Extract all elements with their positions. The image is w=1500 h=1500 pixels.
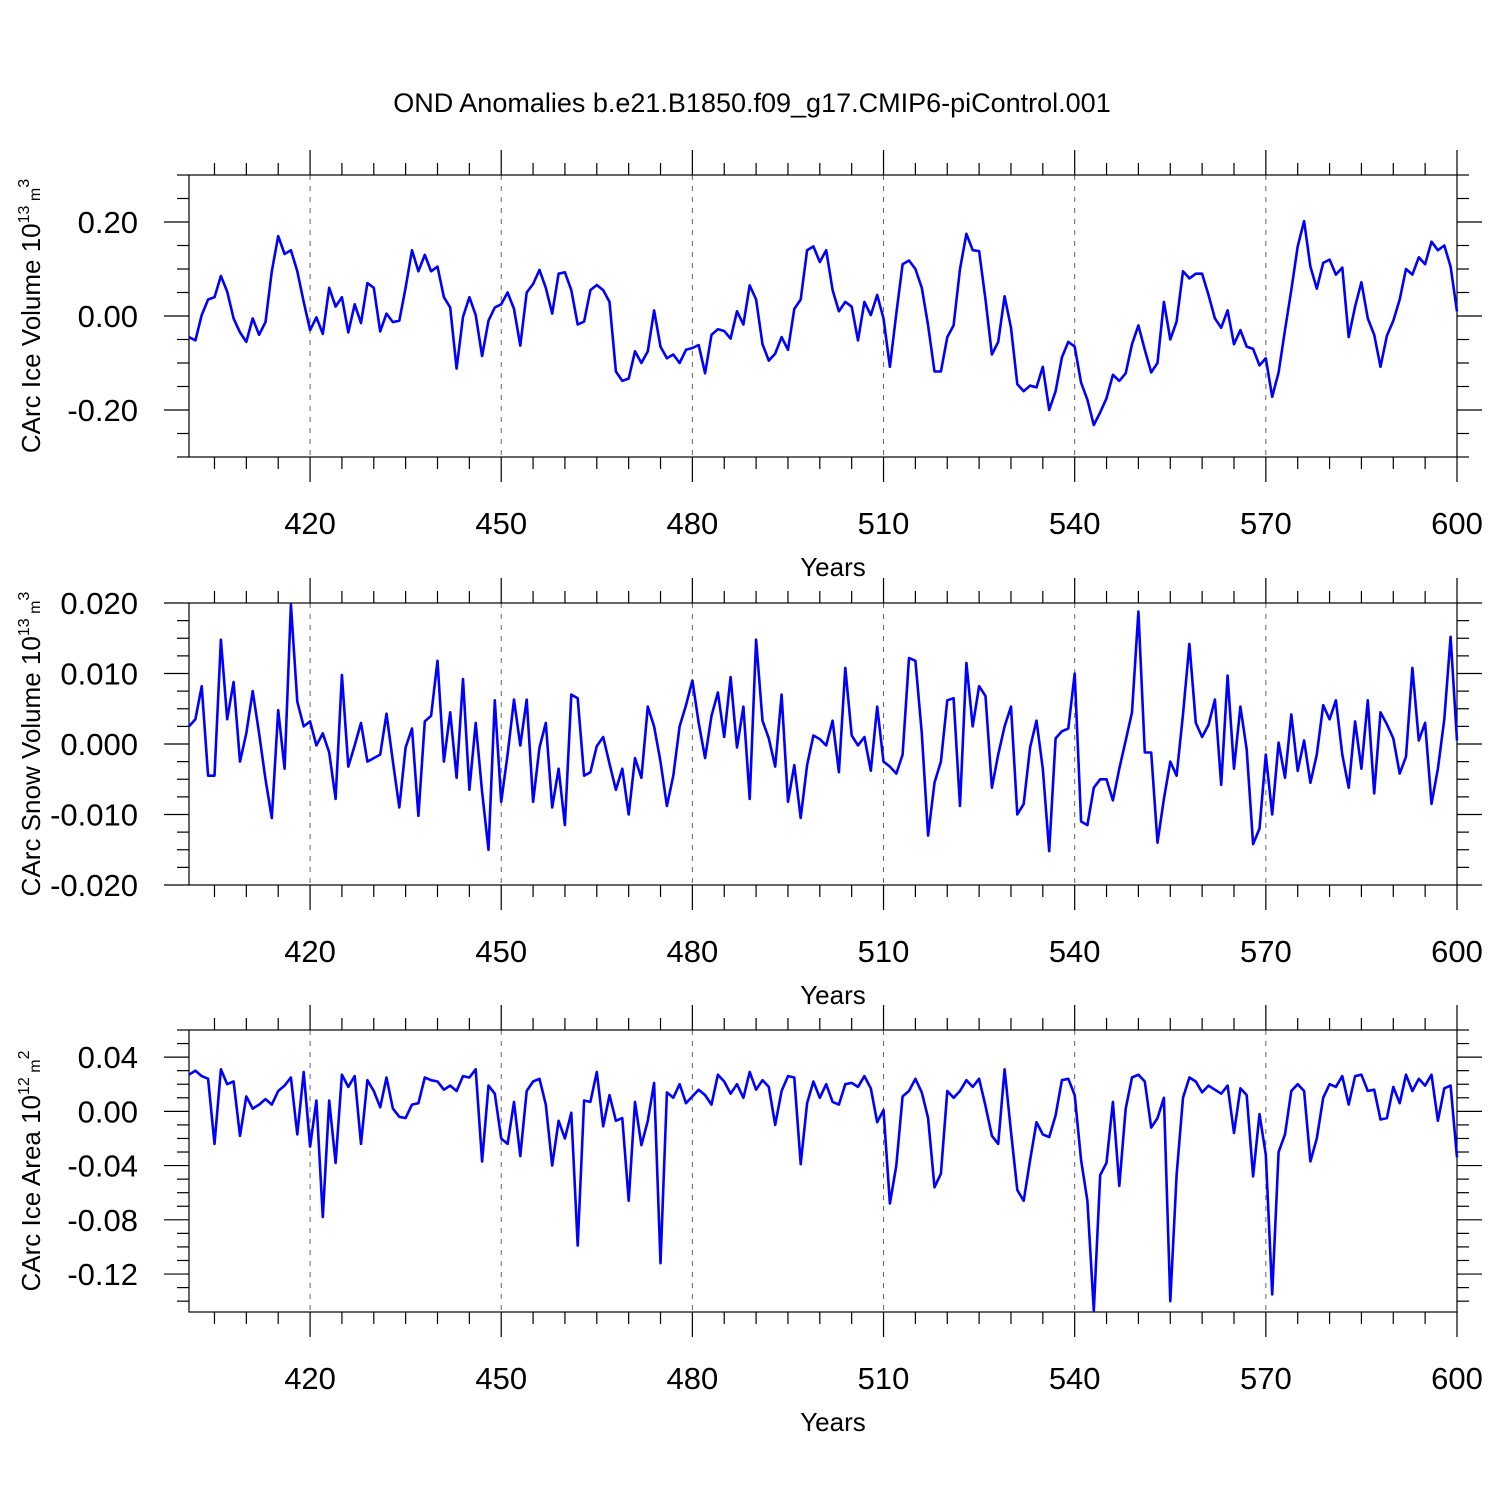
p0-series-line	[188, 219, 1459, 427]
p0-y-tick-label-1: 0.00	[78, 299, 138, 334]
p2-y-tick-label-3: 0.00	[78, 1094, 138, 1129]
panel-snow-volume: 420 450 480 510 540 570 600 -0.020 -0.010 0.000 0.…	[16, 578, 1483, 1010]
p2-x-tick-label-420: 420	[284, 1361, 336, 1396]
p1-y-tick-label-1: -0.010	[50, 798, 138, 833]
p0-x-tick-label-450: 450	[475, 506, 527, 541]
p1-y-tick-label-3: 0.010	[60, 657, 138, 692]
p2-x-tick-label-480: 480	[667, 1361, 719, 1396]
panel-ice-volume: 420 450 480 510 540 570 600 -0.20 0.00 0.20 Years C…	[16, 150, 1483, 582]
p2-y-tick-label-0: -0.12	[67, 1257, 138, 1292]
p1-x-tick-label-600: 600	[1431, 934, 1483, 969]
p1-x-tick-label-510: 510	[858, 934, 910, 969]
p1-y-tick-label-2: 0.000	[60, 727, 138, 762]
p1-x-tick-label-570: 570	[1240, 934, 1292, 969]
p2-x-tick-label-510: 510	[858, 1361, 910, 1396]
p0-x-tick-label-480: 480	[667, 506, 719, 541]
p1-y-axis-title: CArc Snow Volume 1013 m3	[16, 592, 46, 897]
p0-y-tick-label-0: -0.20	[67, 393, 138, 428]
p2-x-tick-label-600: 600	[1431, 1361, 1483, 1396]
p0-x-tick-label-420: 420	[284, 506, 336, 541]
p2-x-tick-label-450: 450	[475, 1361, 527, 1396]
p0-x-tick-label-570: 570	[1240, 506, 1292, 541]
figure-title: OND Anomalies b.e21.B1850.f09_g17.CMIP6-…	[393, 88, 1110, 118]
p0-y-tick-label-2: 0.20	[78, 205, 138, 240]
p2-x-tick-label-540: 540	[1049, 1361, 1101, 1396]
p2-y-axis-title: CArc Ice Area 1012 m2	[16, 1050, 46, 1291]
p1-y-tick-label-4: 0.020	[60, 586, 138, 621]
p1-x-tick-label-450: 450	[475, 934, 527, 969]
p0-y-axis-title: CArc Ice Volume 1013 m3	[16, 179, 46, 453]
p2-y-tick-label-2: -0.04	[67, 1149, 138, 1184]
p1-x-tick-label-540: 540	[1049, 934, 1101, 969]
p2-x-axis-title: Years	[800, 1407, 866, 1437]
p0-x-axis-title: Years	[800, 552, 866, 582]
p1-x-tick-label-420: 420	[284, 934, 336, 969]
panel-ice-area: 420 450 480 510 540 570 600 -0.12 -0.08 -0.04 0.00…	[16, 1005, 1483, 1437]
p0-x-tick-label-600: 600	[1431, 506, 1483, 541]
p2-x-tick-label-570: 570	[1240, 1361, 1292, 1396]
p1-y-tick-label-0: -0.020	[50, 868, 138, 903]
p2-series-line	[188, 1068, 1459, 1312]
p2-y-tick-label-1: -0.08	[67, 1203, 138, 1238]
p2-plot-frame	[188, 1029, 1458, 1313]
p1-series-line	[188, 603, 1459, 853]
p0-x-tick-label-510: 510	[858, 506, 910, 541]
p1-x-axis-title: Years	[800, 980, 866, 1010]
p1-x-tick-label-480: 480	[667, 934, 719, 969]
p0-x-tick-label-540: 540	[1049, 506, 1101, 541]
p2-y-tick-label-4: 0.04	[78, 1040, 138, 1075]
